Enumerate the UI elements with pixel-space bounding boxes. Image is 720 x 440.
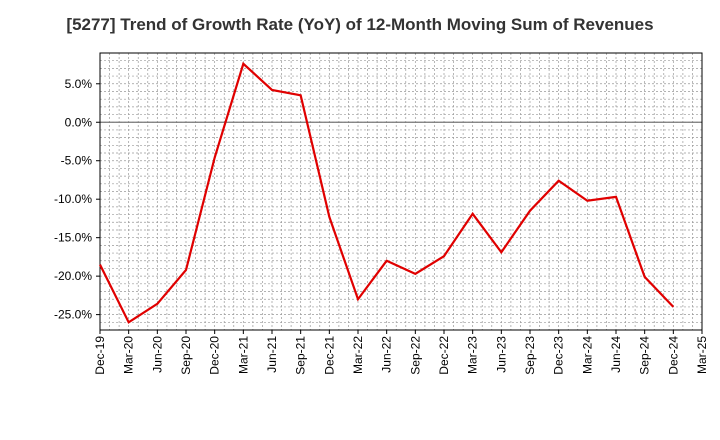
x-tick-label: Sep-24 [638,336,652,375]
x-tick-label: Mar-24 [580,336,594,374]
x-tick-label: Sep-21 [294,336,308,375]
x-tick-label: Jun-24 [609,336,623,373]
y-tick-label: -15.0% [54,231,92,245]
x-tick-label: Dec-23 [552,336,566,375]
x-tick-label: Sep-23 [523,336,537,375]
label-layer: 5.0%0.0%-5.0%-10.0%-15.0%-20.0%-25.0%Dec… [54,77,709,375]
series-layer [99,61,675,324]
x-tick-label: Dec-19 [93,336,107,375]
x-tick-label: Jun-22 [380,336,394,373]
x-tick-label: Sep-22 [408,336,422,375]
axis-layer [96,52,703,334]
x-tick-label: Mar-22 [351,336,365,374]
x-tick-label: Dec-22 [437,336,451,375]
x-tick-label: Jun-23 [494,336,508,373]
y-tick-label: 5.0% [65,77,93,91]
x-tick-label: Dec-20 [208,336,222,375]
x-tick-label: Jun-21 [265,336,279,373]
y-tick-label: -10.0% [54,192,92,206]
x-tick-label: Mar-23 [466,336,480,374]
y-tick-label: -20.0% [54,269,92,283]
y-tick-label: -25.0% [54,308,92,322]
x-tick-label: Dec-24 [666,336,680,375]
plot-frame [99,52,703,331]
x-tick-label: Mar-25 [695,336,709,374]
x-tick-label: Dec-21 [322,336,336,375]
y-tick-label: 0.0% [65,115,93,129]
x-tick-label: Sep-20 [179,336,193,375]
grid-layer [100,52,702,331]
x-tick-label: Jun-20 [150,336,164,373]
x-tick-label: Mar-21 [236,336,250,374]
chart-title: [5277] Trend of Growth Rate (YoY) of 12-… [66,15,654,34]
x-tick-label: Mar-20 [122,336,136,374]
y-tick-label: -5.0% [61,154,93,168]
